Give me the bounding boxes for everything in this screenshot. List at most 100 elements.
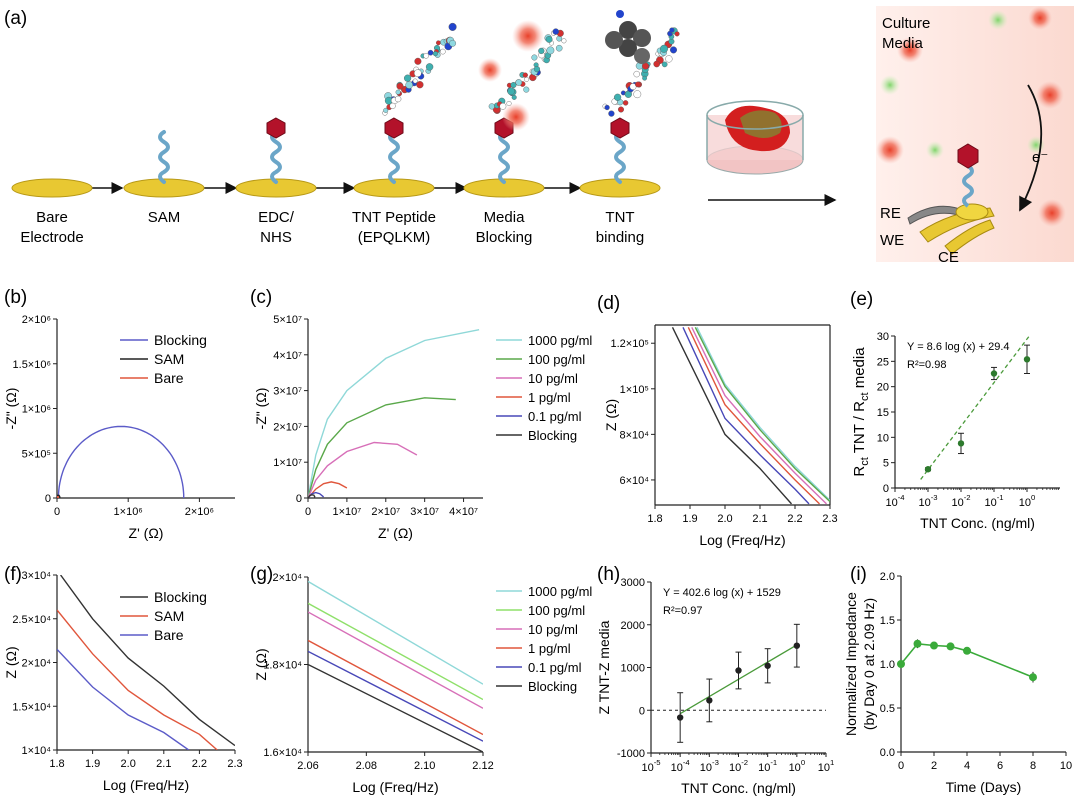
y-tick-label: 3000 bbox=[621, 577, 645, 589]
x-tick-label: 10-4 bbox=[885, 493, 905, 509]
legend-label: 1000 pg/ml bbox=[528, 584, 592, 599]
y-tick-label: 15 bbox=[877, 407, 889, 419]
y-axis-label-e: Rct TNT / Rct media bbox=[851, 347, 871, 477]
y-tick-label: 2.5×10⁴ bbox=[12, 614, 51, 626]
x-tick-label: 10-1 bbox=[984, 493, 1003, 509]
data-point bbox=[764, 662, 771, 669]
series-line-1-pg/ml bbox=[308, 639, 483, 736]
legend-label: 100 pg/ml bbox=[528, 603, 585, 618]
tnt-molecule bbox=[605, 10, 651, 64]
x-tick-label: 2.08 bbox=[356, 760, 377, 772]
panel-label-a: (a) bbox=[4, 8, 27, 29]
electrode-discs bbox=[11, 178, 661, 198]
x-axis-label-i: Time (Days) bbox=[946, 779, 1022, 795]
schematic-panel: (a) bbox=[4, 6, 1074, 266]
peptide-atom bbox=[668, 38, 675, 45]
sam-linkers bbox=[158, 130, 626, 184]
panel-label-g: (g) bbox=[250, 564, 273, 585]
chart-c: (c) 0 1×10⁷ 2×10⁷ 3×10⁷ 4×10⁷ 0 1×10⁷ 2×10⁷ 3×10⁷… bbox=[250, 287, 592, 541]
plot-area-g bbox=[308, 580, 483, 752]
ticks-d: 1.8 1.9 2.0 2.1 2.2 2.3 6×10⁴ 8×10⁴ 1×10⁵ 1.2×10⁵ bbox=[610, 338, 837, 525]
y-tick-label: 0 bbox=[45, 493, 51, 505]
y-tick-label: 2×10⁴ bbox=[272, 572, 302, 584]
y-tick-label: 0.0 bbox=[880, 747, 895, 759]
y-tick-label: 30 bbox=[877, 331, 889, 343]
x-tick-label: 8 bbox=[1030, 760, 1036, 772]
peptide-atom bbox=[515, 79, 523, 86]
ce-label: CE bbox=[938, 249, 959, 266]
y-tick-label: 10 bbox=[877, 432, 889, 444]
chart-panels: (b) 0 1×10⁶ 2×10⁶ 0 5×10⁵ 1×10⁶ 1.5×10⁶ 2×10⁶ Z' … bbox=[3, 287, 1072, 796]
data-point bbox=[706, 697, 713, 704]
ticks-c: 0 1×10⁷ 2×10⁷ 3×10⁷ 4×10⁷ 0 1×10⁷ 2×10⁷ 3×10⁷ 4×1… bbox=[273, 314, 478, 518]
peptide-atom bbox=[531, 54, 538, 61]
series-line-bare bbox=[57, 496, 60, 498]
x-tick-label: 1.9 bbox=[682, 513, 697, 525]
peptide-atom bbox=[510, 81, 517, 88]
x-tick-label: 1.8 bbox=[49, 758, 64, 770]
series-line-1000-pg/ml bbox=[308, 580, 483, 685]
peptide-atom bbox=[538, 47, 545, 55]
peptide-atom bbox=[448, 22, 457, 31]
legend-label: 1 pg/ml bbox=[528, 390, 571, 405]
peptide-atom bbox=[432, 51, 438, 57]
series-line-0.1-pg/ml bbox=[682, 327, 810, 505]
x-tick-label: 0 bbox=[898, 760, 904, 772]
x-tick-label: 10-4 bbox=[671, 758, 691, 774]
peptide-atom bbox=[404, 74, 412, 82]
peptide-atom bbox=[545, 36, 553, 43]
legend-g: 1000 pg/ml 100 pg/ml 10 pg/ml 1 pg/ml 0.1 pg… bbox=[496, 584, 592, 694]
peptide-atom bbox=[635, 81, 641, 88]
step-6-line2: binding bbox=[596, 229, 644, 246]
panel-label-i: (i) bbox=[850, 564, 867, 585]
axes-d bbox=[654, 324, 831, 506]
x-tick-label: 10-2 bbox=[729, 758, 748, 774]
chart-b: (b) 0 1×10⁶ 2×10⁶ 0 5×10⁵ 1×10⁶ 1.5×10⁶ 2×10⁶ Z' … bbox=[3, 287, 235, 541]
x-tick-label: 10 bbox=[1060, 760, 1072, 772]
y-tick-label: 3×10⁴ bbox=[21, 570, 51, 582]
data-point bbox=[990, 370, 998, 377]
step-3-line1: EDC/ bbox=[258, 209, 295, 226]
culture-media-box: Culture Media e⁻ RE WE CE bbox=[876, 6, 1074, 266]
series-line-10-pg/ml bbox=[308, 611, 483, 709]
x-tick-label: 2.3 bbox=[822, 513, 837, 525]
peptide-atom bbox=[507, 87, 515, 96]
y-tick-label: 1×10⁶ bbox=[22, 404, 51, 416]
data-point bbox=[957, 440, 965, 447]
peptide-atom bbox=[552, 28, 559, 35]
ticks-i: 0 2 4 6 8 10 0.0 0.5 1.0 1.5 2.0 bbox=[880, 571, 1072, 772]
x-tick-label: 0 bbox=[54, 506, 60, 518]
peptide-atom bbox=[555, 44, 563, 52]
y-tick-label: 1×10⁷ bbox=[273, 457, 302, 469]
peptide-atom bbox=[633, 70, 640, 78]
chart-i: (i) 0 2 4 6 8 10 0.0 0.5 1.0 1.5 2.0 Time (Days) Norm… bbox=[843, 564, 1072, 795]
x-tick-label: 100 bbox=[789, 758, 806, 774]
peptide-atom bbox=[439, 48, 446, 55]
y-axis-label2-i: (by Day 0 at 2.09 Hz) bbox=[861, 598, 877, 730]
y-tick-label: 8×10⁴ bbox=[619, 429, 649, 441]
y-tick-label: 2000 bbox=[621, 620, 645, 632]
x-tick-label: 1×10⁷ bbox=[333, 506, 362, 518]
peptide-atom bbox=[561, 38, 567, 44]
ticks-h: 10-5 10-4 10-3 10-2 10-1 100 101 -1000 0 1000 2000… bbox=[617, 577, 834, 774]
panel-label-c: (c) bbox=[250, 287, 272, 308]
peptide-atom bbox=[604, 104, 610, 111]
y-tick-label: 1.5×10⁴ bbox=[12, 701, 51, 713]
legend-label: Blocking bbox=[154, 589, 207, 605]
y-tick-label: 1×10⁴ bbox=[21, 745, 51, 757]
peptide-atom bbox=[533, 65, 541, 73]
plot-area-b bbox=[57, 425, 185, 498]
peptide-atom bbox=[556, 35, 563, 42]
y-tick-label: 4×10⁷ bbox=[273, 350, 302, 362]
fit-r2-e: R²=0.98 bbox=[907, 359, 946, 371]
y-tick-label: 1.8×10⁴ bbox=[263, 660, 302, 672]
peptide-atom bbox=[396, 82, 404, 90]
x-tick-label: 2.0 bbox=[121, 758, 136, 770]
y-tick-label: 25 bbox=[877, 356, 889, 368]
legend-f: Blocking SAM Bare bbox=[120, 589, 207, 643]
step-1-line1: Bare bbox=[36, 209, 68, 226]
legend-label: Blocking bbox=[528, 428, 577, 443]
data-point bbox=[793, 642, 801, 649]
series-line-blocking bbox=[308, 663, 483, 752]
y-axis-label-f: Z (Ω) bbox=[3, 646, 19, 678]
